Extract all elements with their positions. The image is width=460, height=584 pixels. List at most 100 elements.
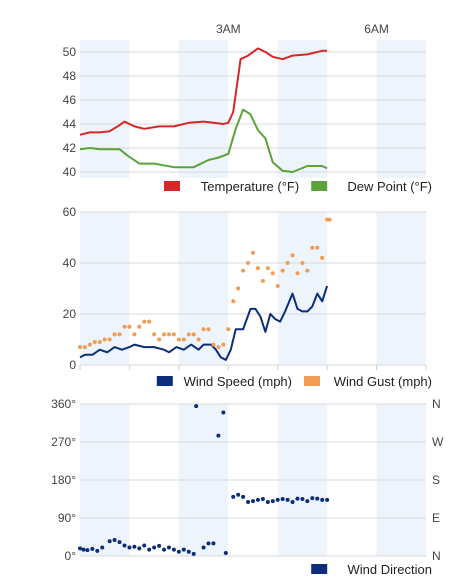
- wind-direction-point: [132, 544, 137, 549]
- wind-gust-mph-point: [107, 337, 112, 342]
- wind-gust-mph-point: [295, 271, 300, 276]
- dew-point-f-legend-label: Dew Point (°F): [347, 179, 432, 194]
- wind-direction-point: [127, 545, 132, 550]
- wind-gust-mph-point: [82, 345, 87, 350]
- wind-gust-mph-point: [102, 337, 107, 342]
- time-label-3am: 3AM: [216, 22, 241, 36]
- wind-gust-mph-point: [152, 332, 157, 337]
- wind-gust-mph-point: [236, 286, 241, 291]
- wind_direction-direction-tick: N: [432, 397, 441, 411]
- wind-direction-point: [300, 497, 305, 501]
- wind-direction-point: [223, 551, 228, 556]
- dew-point-f-legend-swatch: [311, 181, 328, 191]
- wind-gust-mph-point: [78, 345, 82, 350]
- wind-gust-mph-point: [270, 271, 275, 276]
- wind-direction-point: [280, 497, 285, 501]
- wind-gust-mph-point: [305, 268, 310, 273]
- temperature-y-tick: 44: [63, 117, 77, 131]
- temperature-band: [178, 40, 229, 178]
- temperature-y-tick: 50: [63, 45, 77, 59]
- wind-speed-mph-legend-swatch: [156, 376, 173, 386]
- wind-direction-point: [325, 497, 330, 502]
- wind-gust-mph-point: [112, 332, 117, 337]
- wind-speed-mph-legend-label: Wind Speed (mph): [184, 374, 292, 389]
- wind-direction-point: [255, 497, 260, 502]
- wind-direction-point: [265, 499, 270, 504]
- wind_direction-direction-tick: S: [432, 473, 440, 487]
- wind-direction-point: [142, 543, 147, 548]
- wind-gust-mph-legend-swatch: [304, 376, 320, 386]
- wind-gust-mph-point: [290, 253, 295, 258]
- wind-direction-point: [152, 545, 157, 550]
- wind-gust-mph-point: [260, 278, 265, 283]
- wind-direction-point: [181, 547, 186, 552]
- wind-gust-mph-point: [216, 345, 221, 350]
- wind-direction-point: [95, 548, 100, 553]
- wind-direction-point: [305, 499, 310, 504]
- wind-gust-mph-point: [122, 324, 127, 329]
- wind-speed-mph-line: [79, 285, 329, 361]
- wind-gust-mph-point: [162, 332, 167, 337]
- wind-gust-mph-point: [92, 340, 97, 345]
- wind-direction-point: [221, 410, 226, 415]
- wind-direction-point: [137, 546, 142, 551]
- wind-direction-point: [191, 551, 196, 556]
- wind-band: [178, 212, 229, 365]
- wind-direction-point: [176, 549, 181, 554]
- wind-gust-mph-point: [196, 337, 201, 342]
- wind_direction-y-tick: 90°: [58, 511, 76, 525]
- wind_direction-y-tick: 360°: [51, 397, 76, 411]
- wind-direction-point: [231, 494, 236, 499]
- wind-direction-point: [107, 539, 112, 544]
- temperature-f-legend-label: Temperature (°F): [201, 179, 299, 194]
- wind-gust-mph-point: [97, 340, 102, 345]
- wind_direction-y-tick: 0°: [65, 549, 77, 563]
- wind-direction-point: [122, 543, 127, 548]
- wind-direction-point: [206, 541, 211, 546]
- wind-gust-mph-point: [137, 324, 142, 329]
- wind-direction-point: [117, 540, 122, 545]
- wind-direction-point: [162, 547, 167, 552]
- wind-direction-point: [194, 404, 199, 409]
- wind-gust-mph-point: [166, 332, 171, 337]
- wind-gust-mph-point: [280, 268, 285, 273]
- wind-gust-mph-point: [142, 319, 147, 324]
- wind-gust-mph-point: [157, 337, 162, 342]
- wind-gust-mph-point: [275, 283, 280, 288]
- wind-gust-mph-point: [300, 261, 305, 265]
- wind-gust-mph-point: [241, 268, 246, 273]
- wind-direction-point: [285, 497, 290, 502]
- wind_direction-direction-tick: E: [432, 511, 440, 525]
- wind-direction-point: [186, 549, 191, 554]
- wind-gust-mph-point: [176, 337, 181, 342]
- temperature-y-tick: 46: [63, 93, 77, 107]
- wind_direction-direction-tick: N: [432, 549, 441, 563]
- wind-direction-point: [112, 537, 117, 542]
- wind-direction-point: [320, 497, 325, 502]
- wind-direction-point: [166, 545, 171, 550]
- wind-direction-point: [147, 547, 152, 552]
- wind-direction-point: [290, 499, 295, 504]
- time-label-6am: 6AM: [364, 22, 389, 36]
- wind-gust-mph-point: [231, 299, 236, 304]
- wind-gust-mph-point: [117, 332, 122, 337]
- wind-direction-point: [78, 546, 82, 551]
- temperature-f-legend-swatch: [164, 181, 180, 191]
- wind_direction-y-tick: 270°: [51, 435, 76, 449]
- wind-gust-mph-point: [132, 332, 137, 337]
- temperature-y-tick: 40: [63, 165, 77, 179]
- temperature-band: [376, 40, 426, 178]
- temperature-y-tick: 42: [63, 141, 77, 155]
- wind-gust-mph-point: [206, 327, 211, 332]
- wind-direction-point: [246, 499, 251, 504]
- wind-gust-mph-point: [327, 217, 332, 222]
- wind-y-tick: 40: [63, 256, 77, 270]
- wind-direction-point: [216, 433, 221, 438]
- wind-y-tick: 20: [63, 307, 77, 321]
- wind-gust-mph-point: [181, 337, 186, 342]
- wind-gust-mph-point: [191, 332, 196, 337]
- wind-direction-legend-swatch: [311, 564, 328, 574]
- wind-direction-point: [260, 497, 265, 501]
- wind-direction-point: [270, 499, 275, 504]
- wind-gust-mph-point: [221, 342, 226, 347]
